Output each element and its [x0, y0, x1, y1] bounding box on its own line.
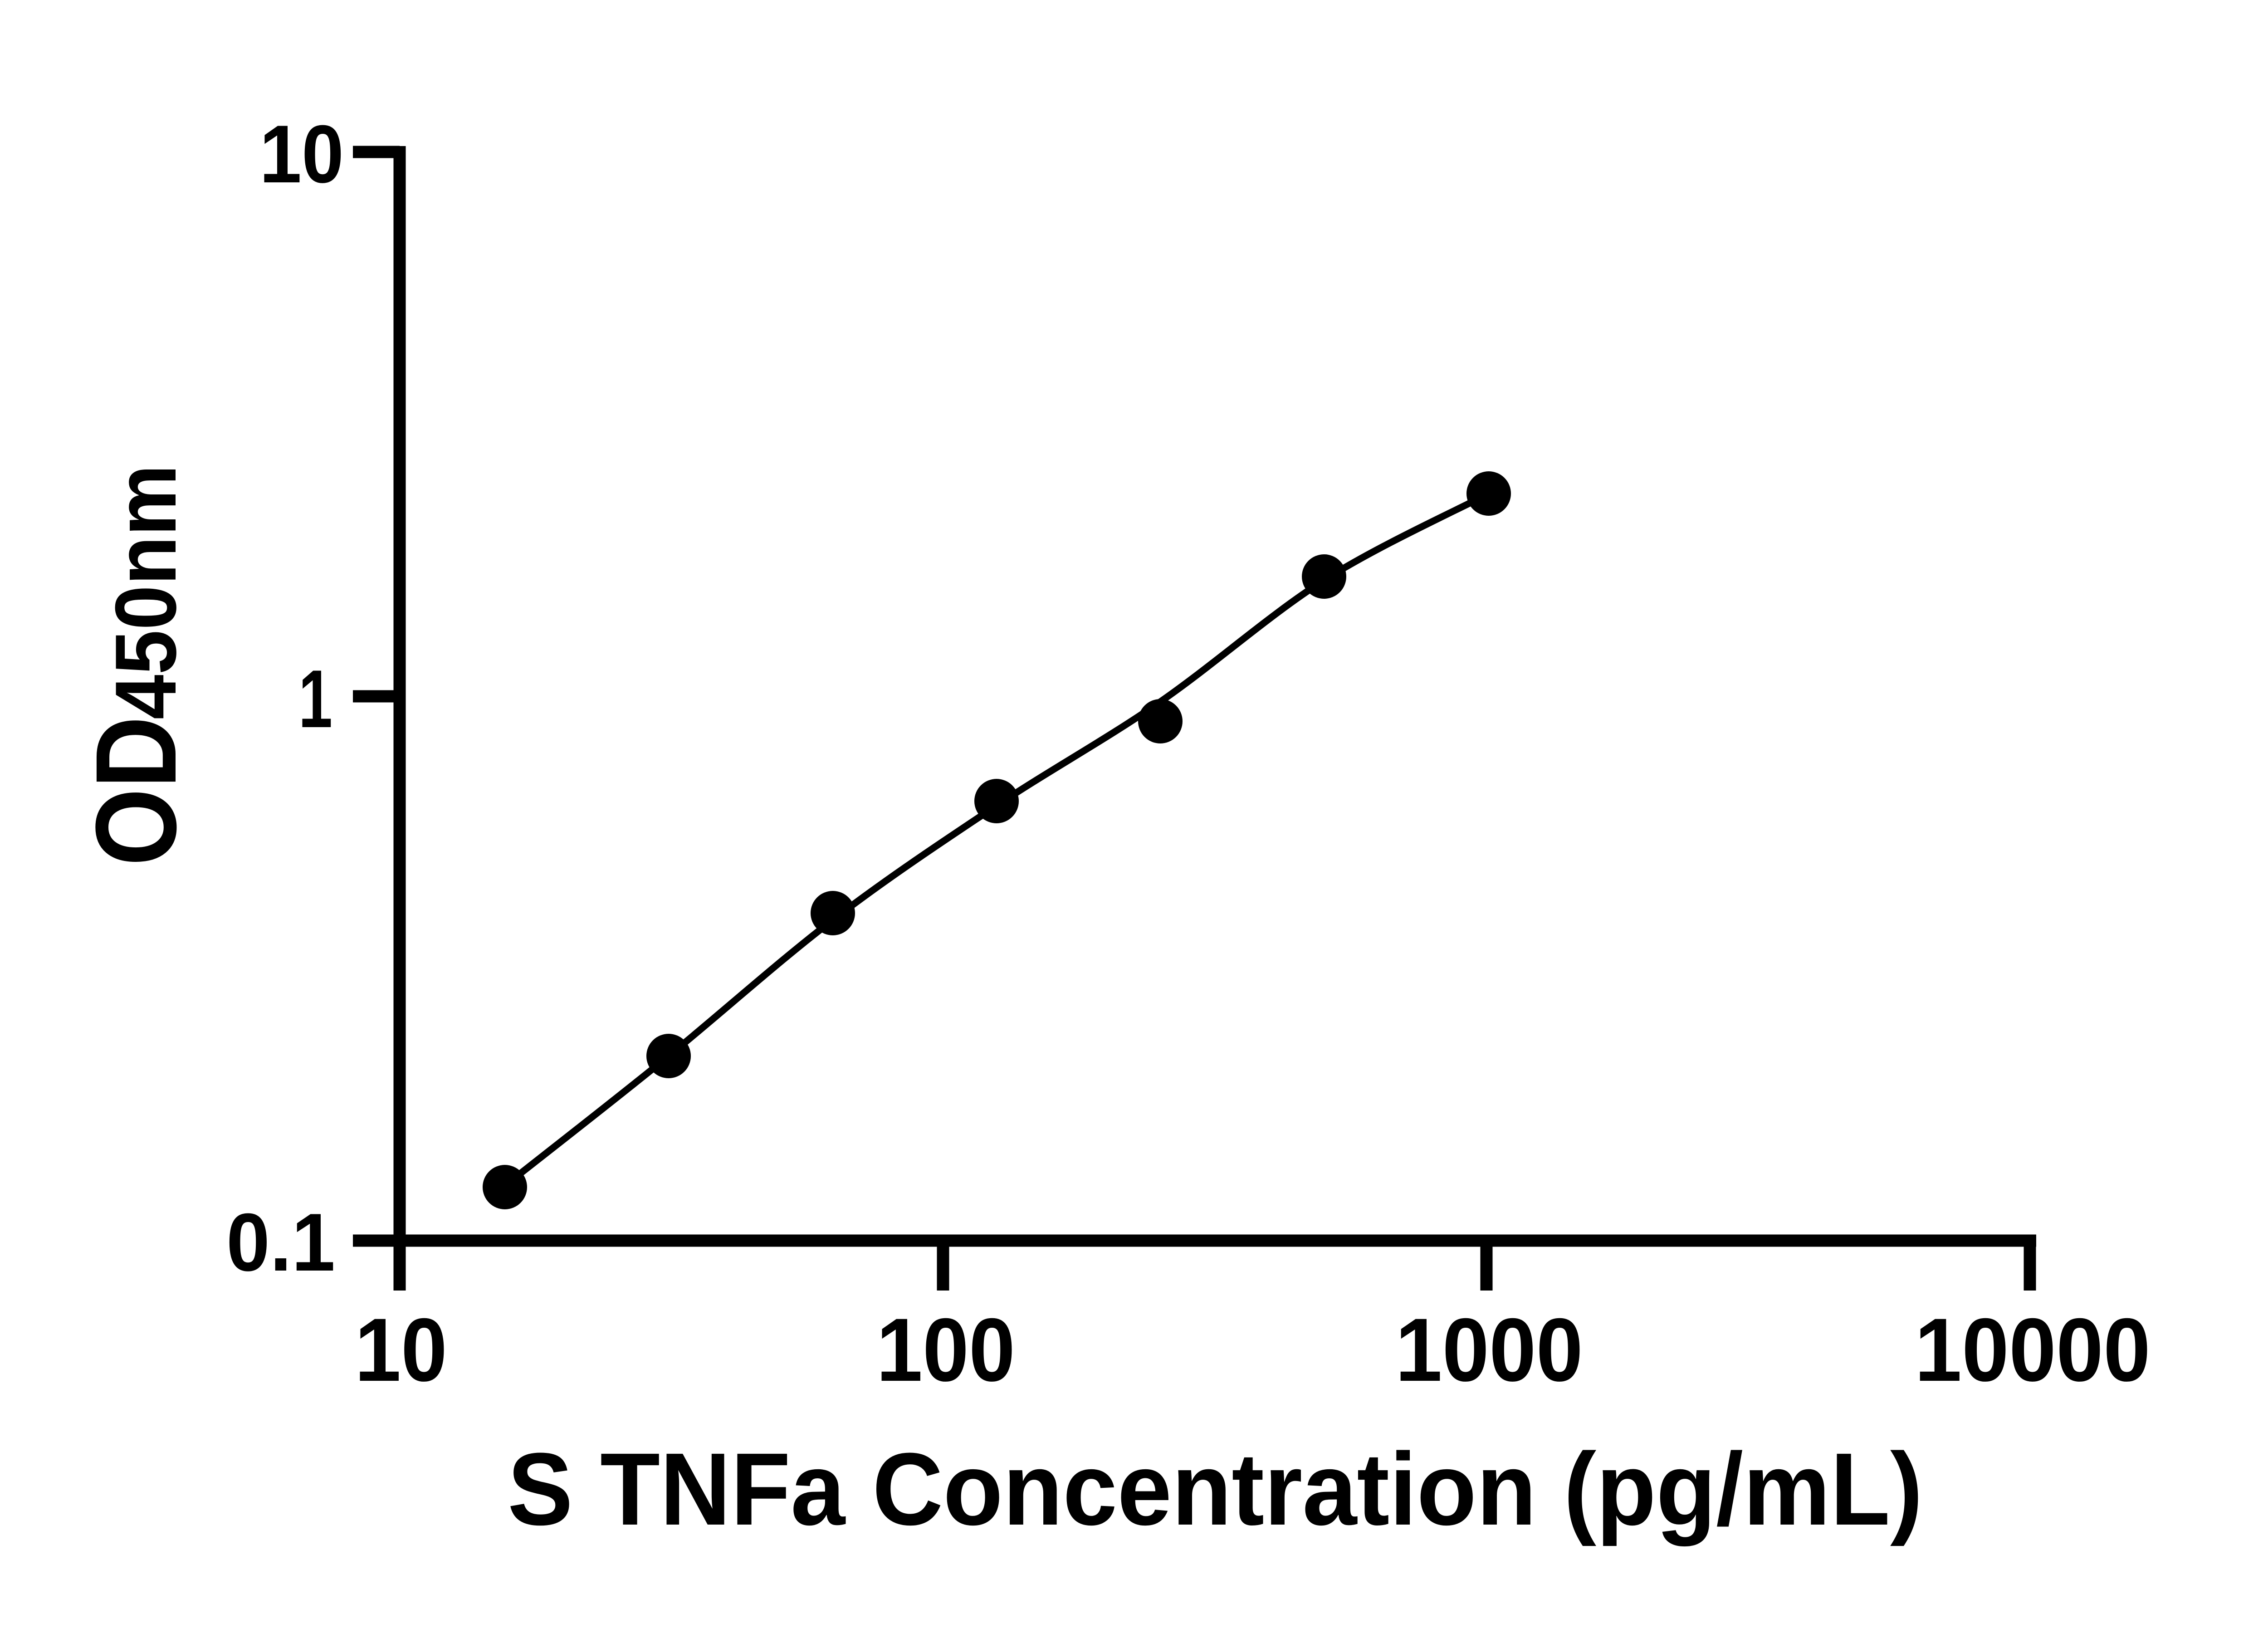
svg-text:0.1: 0.1: [226, 1197, 335, 1288]
svg-text:10000: 10000: [1915, 1300, 2151, 1400]
svg-text:1000: 1000: [1395, 1300, 1583, 1400]
svg-text:450nm: 450nm: [98, 464, 194, 719]
svg-text:10: 10: [259, 108, 344, 200]
svg-text:10: 10: [355, 1300, 447, 1400]
svg-text:S TNFa Concentration (pg/mL): S TNFa Concentration (pg/mL): [508, 1432, 1923, 1547]
svg-text:1: 1: [298, 653, 332, 745]
svg-text:100: 100: [876, 1300, 1015, 1400]
svg-text:OD: OD: [72, 716, 200, 866]
